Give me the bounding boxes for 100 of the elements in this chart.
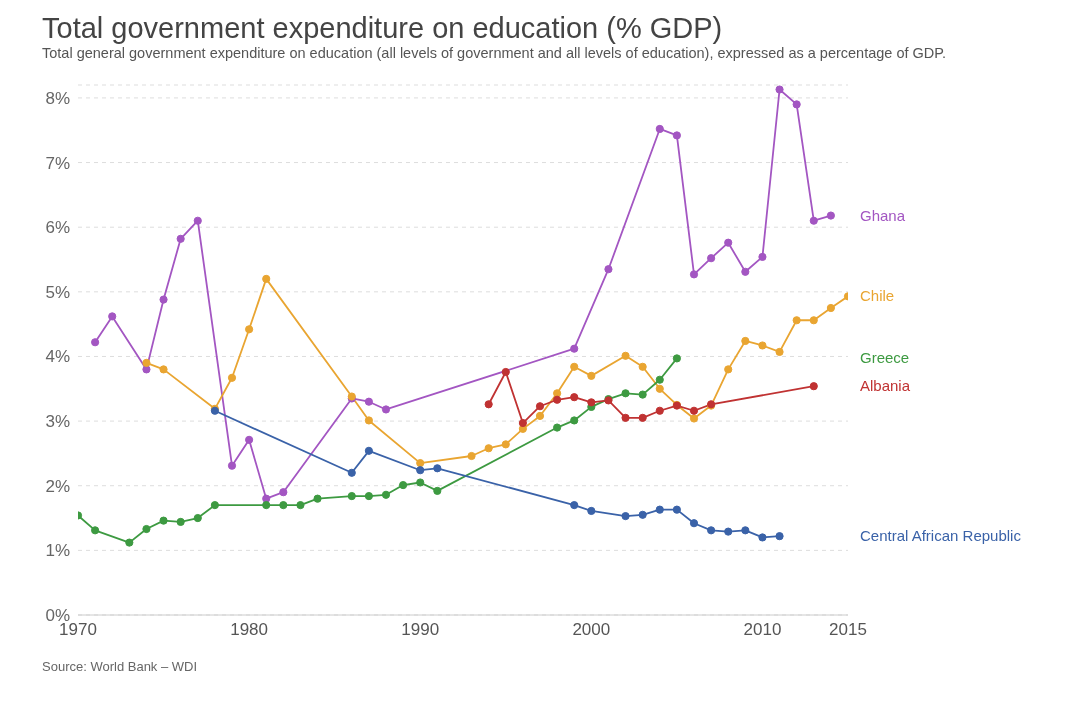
- point: [707, 254, 716, 263]
- point: [638, 362, 647, 371]
- point: [416, 459, 425, 468]
- point: [570, 501, 579, 510]
- point: [638, 390, 647, 399]
- point: [142, 524, 151, 534]
- source-note: Source: World Bank – WDI: [42, 659, 199, 674]
- point: [638, 413, 647, 422]
- point: [655, 124, 664, 134]
- point: [689, 519, 699, 528]
- point: [416, 466, 425, 475]
- point: [553, 423, 562, 432]
- point: [262, 494, 271, 503]
- point: [809, 316, 818, 325]
- point: [313, 494, 322, 503]
- point: [621, 512, 630, 521]
- point: [262, 501, 271, 510]
- point: [775, 347, 784, 357]
- point: [570, 344, 579, 353]
- point: [484, 400, 493, 409]
- series-label: Ghana: [860, 206, 906, 224]
- point: [741, 267, 750, 276]
- point: [176, 517, 185, 527]
- point: [792, 100, 801, 109]
- point: [724, 238, 733, 247]
- text: Central African Republic: [860, 527, 1022, 545]
- point: [553, 389, 562, 398]
- point: [826, 211, 835, 220]
- point: [570, 416, 579, 425]
- point: [347, 491, 356, 501]
- point: [279, 488, 288, 497]
- point: [364, 397, 373, 406]
- point: [501, 367, 510, 377]
- point: [758, 533, 767, 542]
- point: [724, 365, 733, 374]
- point: [775, 85, 784, 94]
- y-tick-label: 7%: [45, 153, 70, 173]
- point: [91, 526, 100, 535]
- point: [347, 468, 356, 477]
- point: [176, 234, 185, 243]
- chart-title: Total government expenditure on education (% GDP): [42, 12, 724, 45]
- point: [758, 252, 767, 262]
- x-tick-label: 2000: [572, 620, 611, 640]
- point: [689, 414, 699, 423]
- point: [587, 506, 596, 516]
- point: [433, 464, 442, 473]
- point: [193, 216, 202, 225]
- point: [399, 480, 408, 490]
- x-tick-label: 2015: [829, 620, 867, 640]
- point: [570, 362, 579, 371]
- point: [587, 398, 596, 407]
- point: [227, 461, 237, 470]
- point: [245, 325, 254, 334]
- y-tick-label: 5%: [45, 282, 70, 302]
- point: [689, 406, 699, 415]
- point: [227, 373, 237, 382]
- x-tick-label: 2010: [743, 620, 782, 640]
- point: [707, 526, 716, 535]
- point: [724, 527, 733, 536]
- point: [142, 365, 151, 374]
- point: [553, 395, 562, 404]
- x-tick-label: 1980: [230, 620, 269, 640]
- point: [672, 131, 681, 140]
- point: [621, 389, 630, 398]
- point: [792, 316, 801, 325]
- point: [210, 501, 219, 510]
- point: [108, 312, 117, 321]
- point: [689, 270, 699, 279]
- point: [741, 336, 750, 346]
- point: [741, 526, 750, 535]
- point: [758, 341, 767, 350]
- y-tick-label: 6%: [45, 218, 70, 238]
- point: [467, 451, 476, 461]
- point: [655, 384, 664, 393]
- text: Albania: [860, 377, 911, 395]
- point: [501, 440, 510, 449]
- point: [433, 486, 442, 495]
- point: [364, 491, 373, 501]
- point: [655, 505, 664, 514]
- point: [535, 411, 545, 421]
- point: [655, 375, 664, 384]
- point: [245, 435, 254, 444]
- point: [587, 371, 596, 380]
- y-tick-label: 1%: [45, 541, 70, 561]
- point: [672, 354, 681, 363]
- y-tick-label: 3%: [45, 412, 70, 432]
- x-tick-label: 1990: [401, 620, 440, 640]
- point: [159, 365, 168, 374]
- y-tick-label: 8%: [45, 88, 70, 108]
- point: [296, 501, 305, 510]
- point: [638, 510, 647, 519]
- chart-subtitle: Total general government expenditure on education (all levels of government and all levels of education), expressed as a percentage of GDP.: [42, 45, 948, 61]
- point: [262, 274, 271, 283]
- series-label: Chile: [860, 287, 895, 305]
- point: [91, 338, 100, 347]
- y-tick-label: 2%: [45, 476, 70, 496]
- point: [125, 538, 134, 547]
- point: [570, 393, 579, 402]
- point: [535, 402, 545, 411]
- point: [604, 265, 613, 274]
